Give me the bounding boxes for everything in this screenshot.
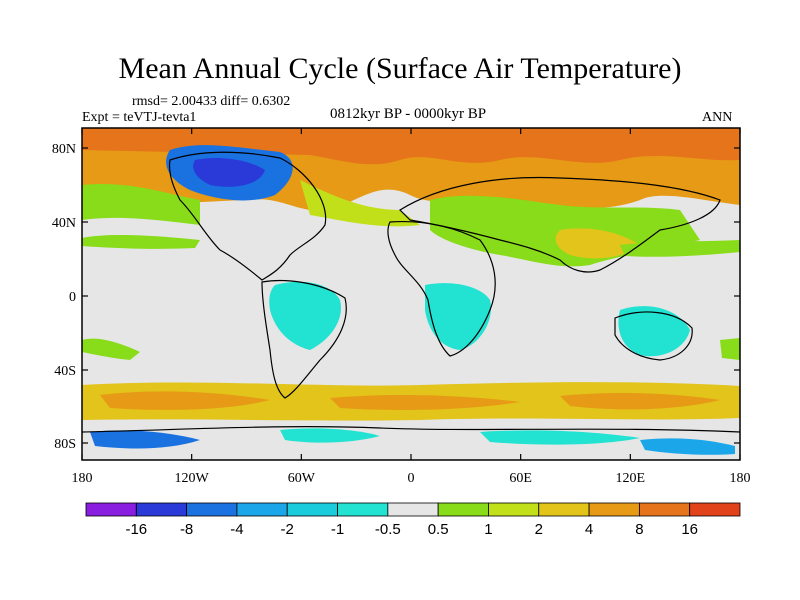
canada-strong-cold-patch [193, 158, 265, 187]
lat-tick-label: 0 [69, 290, 76, 305]
lat-tick-label: 40S [54, 364, 76, 379]
east-edge-light-patch [720, 338, 740, 360]
colorbar-swatch [538, 502, 590, 517]
lon-tick-label: 60W [288, 471, 316, 486]
colorbar-label: 1 [484, 521, 492, 538]
africa-outline [387, 221, 496, 357]
antarctica-outline [82, 426, 740, 433]
antarctic-cool-patch-3 [480, 430, 640, 445]
southern-ocean-strong-warm-3 [560, 393, 720, 410]
colorbar-label: 4 [585, 521, 593, 538]
australia-cool-patch [618, 306, 690, 357]
anomaly-field [82, 128, 740, 460]
map-title: Mean Annual Cycle (Surface Air Temperatu… [118, 52, 682, 85]
colorbar-label: -16 [125, 521, 147, 538]
colorbar-label: -1 [331, 521, 344, 538]
africa-cool-patch [425, 283, 491, 350]
colorbar-swatch [85, 502, 137, 517]
lon-tick-label: 0 [408, 471, 415, 486]
colorbar-swatch [488, 502, 540, 517]
lon-tick-label: 120W [175, 471, 210, 486]
period-label: 0812kyr BP - 0000kyr BP [330, 106, 487, 122]
south-pacific-light-patch [82, 338, 140, 360]
lon-tick-label: 60E [509, 471, 532, 486]
colorbar-label: 16 [681, 521, 698, 538]
colorbar-label: -8 [180, 521, 193, 538]
antarctic-cold-patch-4 [640, 438, 735, 455]
colorbar-label: 8 [635, 521, 643, 538]
experiment-label: Expt = teVTJ-tevta1 [82, 110, 197, 125]
antarctic-cold-patch-1 [90, 430, 200, 449]
colorbar-swatch [186, 502, 238, 517]
eurasia-outline [399, 176, 721, 273]
colorbar-swatch [135, 502, 188, 517]
north-america-outline [168, 151, 327, 281]
colorbar-label: -0.5 [375, 521, 401, 538]
lat-tick-label: 80N [52, 142, 76, 157]
australia-outline [614, 311, 693, 361]
lat-tick-label: 80S [54, 437, 76, 452]
south-america-cool-patch [269, 281, 341, 350]
east-asia-warm-patch [555, 228, 640, 259]
southern-ocean-strong-warm-1 [100, 391, 270, 410]
latitude-axis: 80N 40N 0 40S 80S [52, 142, 740, 452]
colorbar: -16 -8 -4 -2 -1 -0.5 0.5 1 2 4 8 16 [85, 502, 741, 538]
colorbar-swatch [337, 502, 389, 517]
antarctic-cool-patch-2 [280, 428, 380, 443]
colorbar-swatch [286, 502, 338, 517]
colorbar-swatch [689, 502, 741, 517]
stats-label: rmsd= 2.00433 diff= 0.6302 [132, 94, 291, 109]
season-label: ANN [702, 110, 733, 125]
north-atlantic-light-warm [300, 180, 420, 227]
coastlines [82, 151, 740, 433]
colorbar-label: -2 [281, 521, 294, 538]
colorbar-swatch [588, 502, 640, 517]
southern-ocean-strong-warm-2 [330, 395, 520, 410]
colorbar-label: 2 [535, 521, 543, 538]
colorbar-swatch [437, 502, 489, 517]
arctic-strong-warm-region [82, 128, 740, 165]
pacific-light-band [82, 234, 200, 249]
south-america-outline [261, 279, 347, 399]
lon-tick-label: 120E [616, 471, 646, 486]
lon-tick-label: 180 [730, 471, 751, 486]
colorbar-swatch [638, 502, 691, 517]
colorbar-swatch [387, 502, 439, 517]
west-pacific-light-band [620, 240, 740, 257]
colorbar-label: 0.5 [428, 521, 449, 538]
colorbar-label: -4 [230, 521, 243, 538]
nw-pacific-light-warm [82, 183, 200, 225]
lon-tick-label: 180 [72, 471, 93, 486]
longitude-axis: 180 120W 60W 0 60E 120E 180 [72, 128, 751, 486]
colorbar-swatch [236, 502, 288, 517]
antarctic-neutral-band [82, 420, 740, 460]
lat-tick-label: 40N [52, 216, 76, 231]
